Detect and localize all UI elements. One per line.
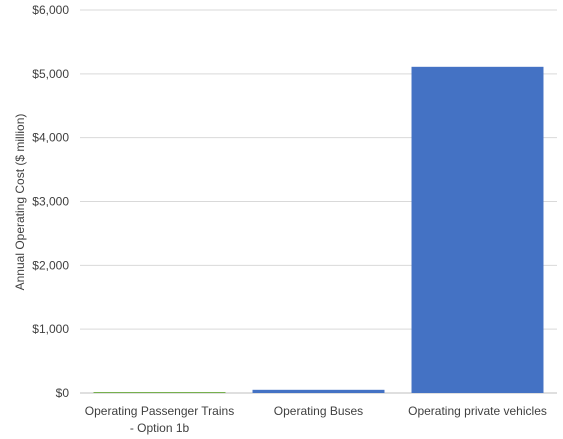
x-tick-labels: Operating Passenger Trains - Option 1bOpe… xyxy=(85,404,547,435)
y-tick-label: $2,000 xyxy=(32,258,69,272)
x-tick-label-line: Operating Passenger Trains xyxy=(85,404,234,418)
x-tick-label-line: Operating Buses xyxy=(274,404,363,418)
x-tick-label-line: Operating private vehicles xyxy=(408,404,547,418)
x-tick-label-line: - Option 1b xyxy=(130,421,190,435)
y-tick-label: $6,000 xyxy=(32,3,69,17)
bar xyxy=(411,66,544,393)
gridlines xyxy=(80,9,557,394)
y-axis-label: Annual Operating Cost ($ million) xyxy=(13,114,27,291)
bars xyxy=(93,66,544,393)
y-tick-label: $3,000 xyxy=(32,195,69,209)
x-tick-label: Operating Passenger Trains - Option 1b xyxy=(85,404,234,435)
y-tick-label: $5,000 xyxy=(32,67,69,81)
y-tick-label: $1,000 xyxy=(32,322,69,336)
x-tick-label: Operating Buses xyxy=(274,404,363,418)
y-tick-label: $0 xyxy=(56,386,70,400)
y-tick-label: $4,000 xyxy=(32,131,69,145)
bar xyxy=(252,389,385,393)
y-tick-labels: $0 $1,000 $2,000 $3,000 $4,000 $5,000 $6,000 xyxy=(32,3,69,400)
bar xyxy=(93,392,226,393)
x-tick-label: Operating private vehicles xyxy=(408,404,547,418)
